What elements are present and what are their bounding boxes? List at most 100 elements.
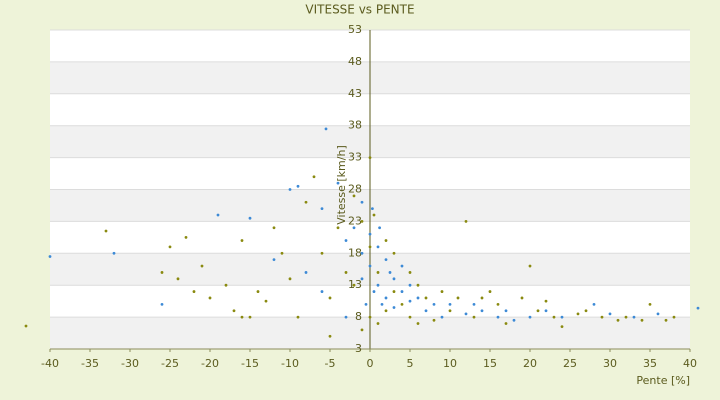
x-tick-label: -15	[241, 357, 259, 370]
point	[184, 235, 188, 239]
point	[600, 315, 604, 319]
x-tick-label: 35	[643, 357, 657, 370]
point	[352, 194, 356, 198]
point	[256, 290, 260, 293]
point	[480, 296, 484, 300]
point	[640, 318, 644, 322]
point	[248, 315, 252, 319]
x-tick-label: 0	[367, 357, 374, 370]
point	[456, 296, 460, 300]
point	[48, 255, 52, 258]
point	[216, 213, 220, 217]
point	[408, 315, 412, 319]
y-tick-label: 23	[348, 214, 362, 227]
point	[440, 290, 444, 293]
point	[424, 296, 428, 300]
y-tick-label: 18	[348, 246, 362, 259]
point	[376, 322, 380, 325]
x-tick-label: -30	[121, 357, 139, 370]
point	[176, 277, 180, 281]
x-tick-label: 10	[443, 357, 457, 370]
point	[464, 220, 468, 223]
point	[376, 245, 380, 249]
point	[416, 296, 420, 300]
point	[448, 309, 452, 313]
point	[480, 309, 484, 313]
point	[104, 229, 108, 233]
x-tick-label: -35	[81, 357, 99, 370]
x-tick-label: -40	[41, 357, 59, 370]
point	[488, 290, 492, 293]
point	[424, 309, 428, 313]
point	[552, 315, 556, 319]
point	[536, 309, 540, 313]
point	[400, 302, 404, 306]
point	[584, 309, 588, 313]
x-tick-label: 25	[563, 357, 577, 370]
point	[371, 207, 374, 211]
point	[496, 315, 500, 319]
point	[368, 156, 372, 160]
point	[304, 200, 308, 204]
point	[408, 283, 412, 287]
x-tick-label: 40	[683, 357, 697, 370]
point	[464, 312, 468, 316]
point	[384, 296, 388, 300]
point	[392, 306, 396, 309]
point	[472, 315, 476, 319]
point	[360, 200, 364, 204]
y-tick-label: 53	[348, 23, 362, 36]
point	[296, 184, 300, 188]
point	[240, 315, 244, 319]
point	[168, 245, 172, 249]
point	[624, 315, 628, 319]
x-tick-label: 15	[483, 357, 497, 370]
point	[544, 299, 548, 303]
point	[248, 216, 252, 220]
point	[560, 325, 564, 329]
point	[160, 302, 164, 306]
point	[496, 302, 500, 306]
y-tick-label: 8	[355, 310, 362, 323]
point	[208, 296, 212, 300]
point	[24, 324, 28, 328]
point	[416, 322, 420, 325]
chart-title: VITESSE vs PENTE	[305, 3, 414, 17]
point	[664, 318, 668, 322]
point	[528, 315, 532, 319]
point	[112, 251, 116, 255]
point	[160, 271, 164, 274]
y-tick-label: 33	[348, 151, 362, 164]
point	[352, 226, 356, 230]
point	[376, 271, 380, 274]
point	[200, 264, 204, 268]
point	[336, 226, 340, 230]
x-tick-label: 5	[407, 357, 414, 370]
point	[328, 296, 332, 300]
point	[656, 312, 660, 316]
x-tick-label: -10	[281, 357, 299, 370]
point	[616, 318, 620, 322]
point	[344, 315, 348, 319]
point	[472, 302, 476, 306]
point	[328, 334, 332, 338]
x-axis-label: Pente [%]	[636, 374, 690, 387]
point	[368, 315, 372, 319]
point	[360, 220, 364, 223]
point	[264, 299, 268, 303]
point	[336, 181, 340, 185]
point	[544, 309, 548, 313]
point	[504, 322, 508, 325]
point	[352, 283, 356, 287]
point	[400, 290, 404, 293]
point	[408, 299, 412, 303]
point	[512, 318, 516, 322]
point	[280, 251, 284, 255]
point	[448, 302, 452, 306]
x-tick-label: -20	[201, 357, 219, 370]
point	[320, 207, 324, 211]
point	[368, 232, 372, 236]
point	[392, 290, 396, 293]
x-tick-label: 30	[603, 357, 617, 370]
point	[392, 277, 396, 281]
